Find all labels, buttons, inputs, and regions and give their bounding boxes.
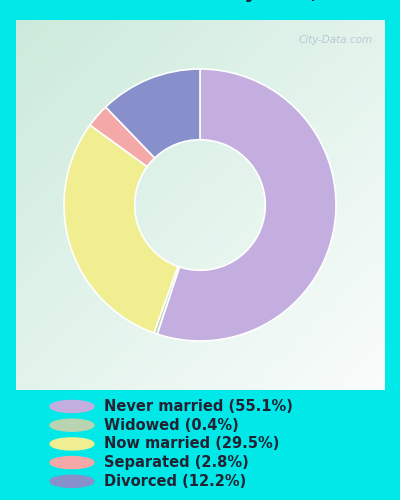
Wedge shape [157,69,336,341]
Wedge shape [154,266,180,334]
Circle shape [50,456,94,468]
Circle shape [50,419,94,431]
Text: Widowed (0.4%): Widowed (0.4%) [104,418,239,432]
Wedge shape [106,69,200,158]
Text: Marital status in Tyonek, AK: Marital status in Tyonek, AK [46,0,354,2]
Circle shape [50,400,94,412]
Text: Never married (55.1%): Never married (55.1%) [104,399,293,414]
Wedge shape [64,125,178,333]
Text: Divorced (12.2%): Divorced (12.2%) [104,474,246,489]
Text: City-Data.com: City-Data.com [299,35,373,45]
Text: Separated (2.8%): Separated (2.8%) [104,455,249,470]
Circle shape [50,475,94,488]
Circle shape [50,438,94,450]
Wedge shape [90,107,155,166]
Text: Now married (29.5%): Now married (29.5%) [104,436,279,452]
